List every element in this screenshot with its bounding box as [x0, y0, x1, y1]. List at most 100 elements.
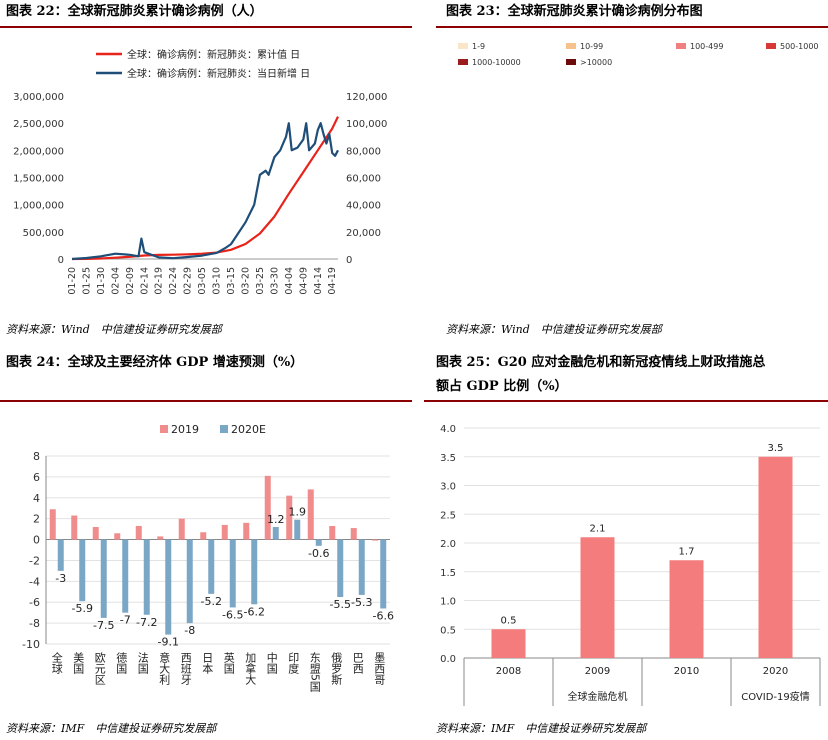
bar-2019: [372, 539, 379, 541]
x-tick-label: 03-05: [197, 267, 208, 295]
y-right-tick-label: 0: [346, 255, 352, 266]
map-legend-label: 1000-10000: [472, 58, 521, 67]
data-label: 3.5: [768, 443, 784, 454]
y-left-tick-label: 2,500,000: [13, 119, 64, 130]
y-right-tick-label: 80,000: [346, 146, 381, 157]
x-category-label: 西班牙: [179, 652, 192, 686]
data-label-2020E: -5.2: [201, 595, 222, 608]
fig22-source: 资料来源：Wind 中信建投证券研究发展部: [6, 323, 222, 336]
bar-2020E: [272, 527, 279, 540]
data-label-2020E: -0.6: [308, 547, 329, 560]
group-label-covid: COVID-19疫情: [741, 690, 810, 703]
x-tick-label: 02-24: [168, 267, 179, 295]
data-label-2020E: -6.5: [222, 608, 243, 621]
bar-2019: [243, 522, 250, 540]
legend-label-1: 全球：确诊病例：新冠肺炎：累计值 日: [127, 48, 300, 61]
bar-2019: [92, 527, 99, 540]
x-category-label: 意大利: [158, 651, 171, 685]
x-category-label: 美国: [72, 652, 85, 675]
data-label-2020E: -5.9: [72, 602, 93, 615]
fig25-title-line1: 图表 25：G20 应对金融危机和新冠疫情线上财政措施总: [436, 355, 766, 370]
y-tick-label: -8: [29, 617, 40, 630]
map-legend-label: 10-99: [580, 42, 603, 51]
bar-2020E: [186, 539, 193, 624]
x-category-label: 2008: [496, 666, 521, 677]
series-line-2: [71, 122, 339, 261]
fig22-title: 图表 22：全球新冠肺炎累计确诊病例（人）: [6, 4, 263, 19]
fig25-title-rule: [424, 400, 828, 402]
y-tick-label: -4: [29, 575, 40, 588]
fig24-chart: 2019 2020E -10 -8 -6 -4 -2 0 2 4 6 8 -3 全球 -5.9 美国 -7.5 欧…: [22, 423, 394, 693]
fig23-title: 图表 23：全球新冠肺炎累计确诊病例分布图: [446, 4, 703, 19]
x-category-label: 欧元区: [93, 652, 106, 685]
y-tick-label: 2.0: [440, 539, 456, 550]
y-left-tick-label: 0: [58, 255, 64, 266]
fig23-source: 资料来源：Wind 中信建投证券研究发展部: [446, 323, 662, 336]
legend-swatch-2019: [160, 425, 168, 433]
fig24-legend: 2019 2020E: [160, 423, 266, 436]
data-label: 0.5: [501, 615, 517, 626]
data-label-2020E: -7.2: [136, 616, 157, 629]
y-right-tick-label: 20,000: [346, 228, 381, 239]
bar-2020E: [380, 539, 387, 609]
data-label-2020E: -3: [55, 572, 66, 585]
y-tick-label: -10: [22, 638, 40, 651]
y-tick-label: 8: [33, 450, 40, 463]
data-label-2020E: -5.3: [351, 596, 372, 609]
map-legend-label: >10000: [580, 58, 612, 67]
bar-2020E: [79, 539, 86, 602]
x-category-label: 德国: [115, 651, 128, 675]
map-legend-label: 500-1000: [780, 42, 819, 51]
data-label-2020E: 1.9: [289, 506, 307, 519]
y-left-tick-label: 1,000,000: [13, 201, 64, 212]
x-category-label: 日本: [201, 652, 214, 675]
bar-2020E: [165, 539, 172, 635]
x-tick-label: 04-09: [298, 267, 309, 295]
x-category-label: 印度: [287, 652, 300, 675]
y-tick-label: 4: [33, 492, 40, 505]
bar-2019: [49, 509, 56, 540]
fig22-title-rule: [0, 26, 412, 28]
x-tick-label: 03-30: [269, 267, 280, 295]
y-tick-label: 2.5: [440, 510, 456, 521]
x-category-label: 英国: [222, 651, 235, 675]
map-legend-swatch: [676, 43, 686, 49]
x-tick-label: 03-20: [240, 267, 251, 295]
bar-2020E: [57, 539, 64, 571]
x-tick-label: 02-04: [110, 267, 121, 295]
y-left-tick-label: 2,000,000: [13, 146, 64, 157]
fig24-title-rule: [0, 400, 412, 402]
bar-2019: [114, 533, 121, 540]
fig23-map-legend: 1-9 10-99 100-499 500-1000 1000-10000 >10000: [458, 42, 819, 67]
y-tick-label: 0.0: [440, 654, 456, 665]
y-right-tick-label: 40,000: [346, 201, 381, 212]
bar-2019: [71, 515, 78, 540]
x-tick-label: 01-25: [81, 267, 92, 295]
y-left-tick-label: 500,000: [23, 228, 64, 239]
bar-2020E: [358, 539, 365, 595]
bar-2020E: [143, 539, 150, 615]
bar-2010: [669, 560, 704, 658]
data-label-2020E: -8: [184, 624, 195, 637]
bar-2020E: [100, 539, 107, 618]
bar-2008: [491, 629, 526, 658]
x-tick-label: 04-14: [313, 267, 324, 295]
data-label: 2.1: [590, 523, 606, 534]
bar-2020E: [122, 539, 129, 613]
x-tick-label: 02-14: [139, 267, 150, 295]
x-category-label: 法国: [136, 651, 149, 675]
bar-2019: [157, 536, 164, 540]
y-right-tick-label: 100,000: [346, 119, 387, 130]
x-category-label: 俄罗斯: [330, 652, 343, 686]
data-label-2020E: -9.1: [158, 636, 179, 649]
legend-swatch-2020E: [220, 425, 228, 433]
x-category-label: 东盟5国: [308, 652, 321, 693]
bar-2020E: [208, 539, 215, 594]
bar-2020E: [229, 539, 236, 608]
fig22-legend: 全球：确诊病例：新冠肺炎：累计值 日全球：确诊病例：新冠肺炎：当日新增 日: [96, 48, 310, 80]
y-tick-label: 0.5: [440, 625, 456, 636]
fig22-chart: 全球：确诊病例：新冠肺炎：累计值 日全球：确诊病例：新冠肺炎：当日新增 日 0 50…: [13, 48, 387, 295]
y-tick-label: 3.0: [440, 482, 456, 493]
x-category-label: 巴西: [351, 652, 364, 674]
bar-2020E: [337, 539, 344, 597]
